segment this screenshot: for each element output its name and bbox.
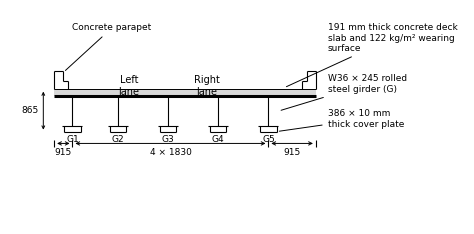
Text: G2: G2 — [112, 135, 124, 144]
Text: G1: G1 — [66, 135, 79, 144]
Text: G4: G4 — [212, 135, 225, 144]
Text: Right
lane: Right lane — [193, 75, 219, 97]
Text: 915: 915 — [283, 148, 301, 157]
Text: G5: G5 — [262, 135, 275, 144]
Text: Left
lane: Left lane — [118, 75, 139, 97]
Text: 865: 865 — [21, 106, 39, 115]
Text: 191 mm thick concrete deck
slab and 122 kg/m² wearing
surface: 191 mm thick concrete deck slab and 122 … — [286, 23, 457, 87]
Text: 4 × 1830: 4 × 1830 — [149, 148, 191, 157]
Text: G3: G3 — [162, 135, 174, 144]
Text: W36 × 245 rolled
steel girder (G): W36 × 245 rolled steel girder (G) — [281, 74, 407, 110]
Bar — [54, 89, 316, 96]
Text: 386 × 10 mm
thick cover plate: 386 × 10 mm thick cover plate — [279, 109, 404, 131]
Text: Concrete parapet: Concrete parapet — [65, 23, 152, 70]
Text: 915: 915 — [55, 148, 72, 157]
